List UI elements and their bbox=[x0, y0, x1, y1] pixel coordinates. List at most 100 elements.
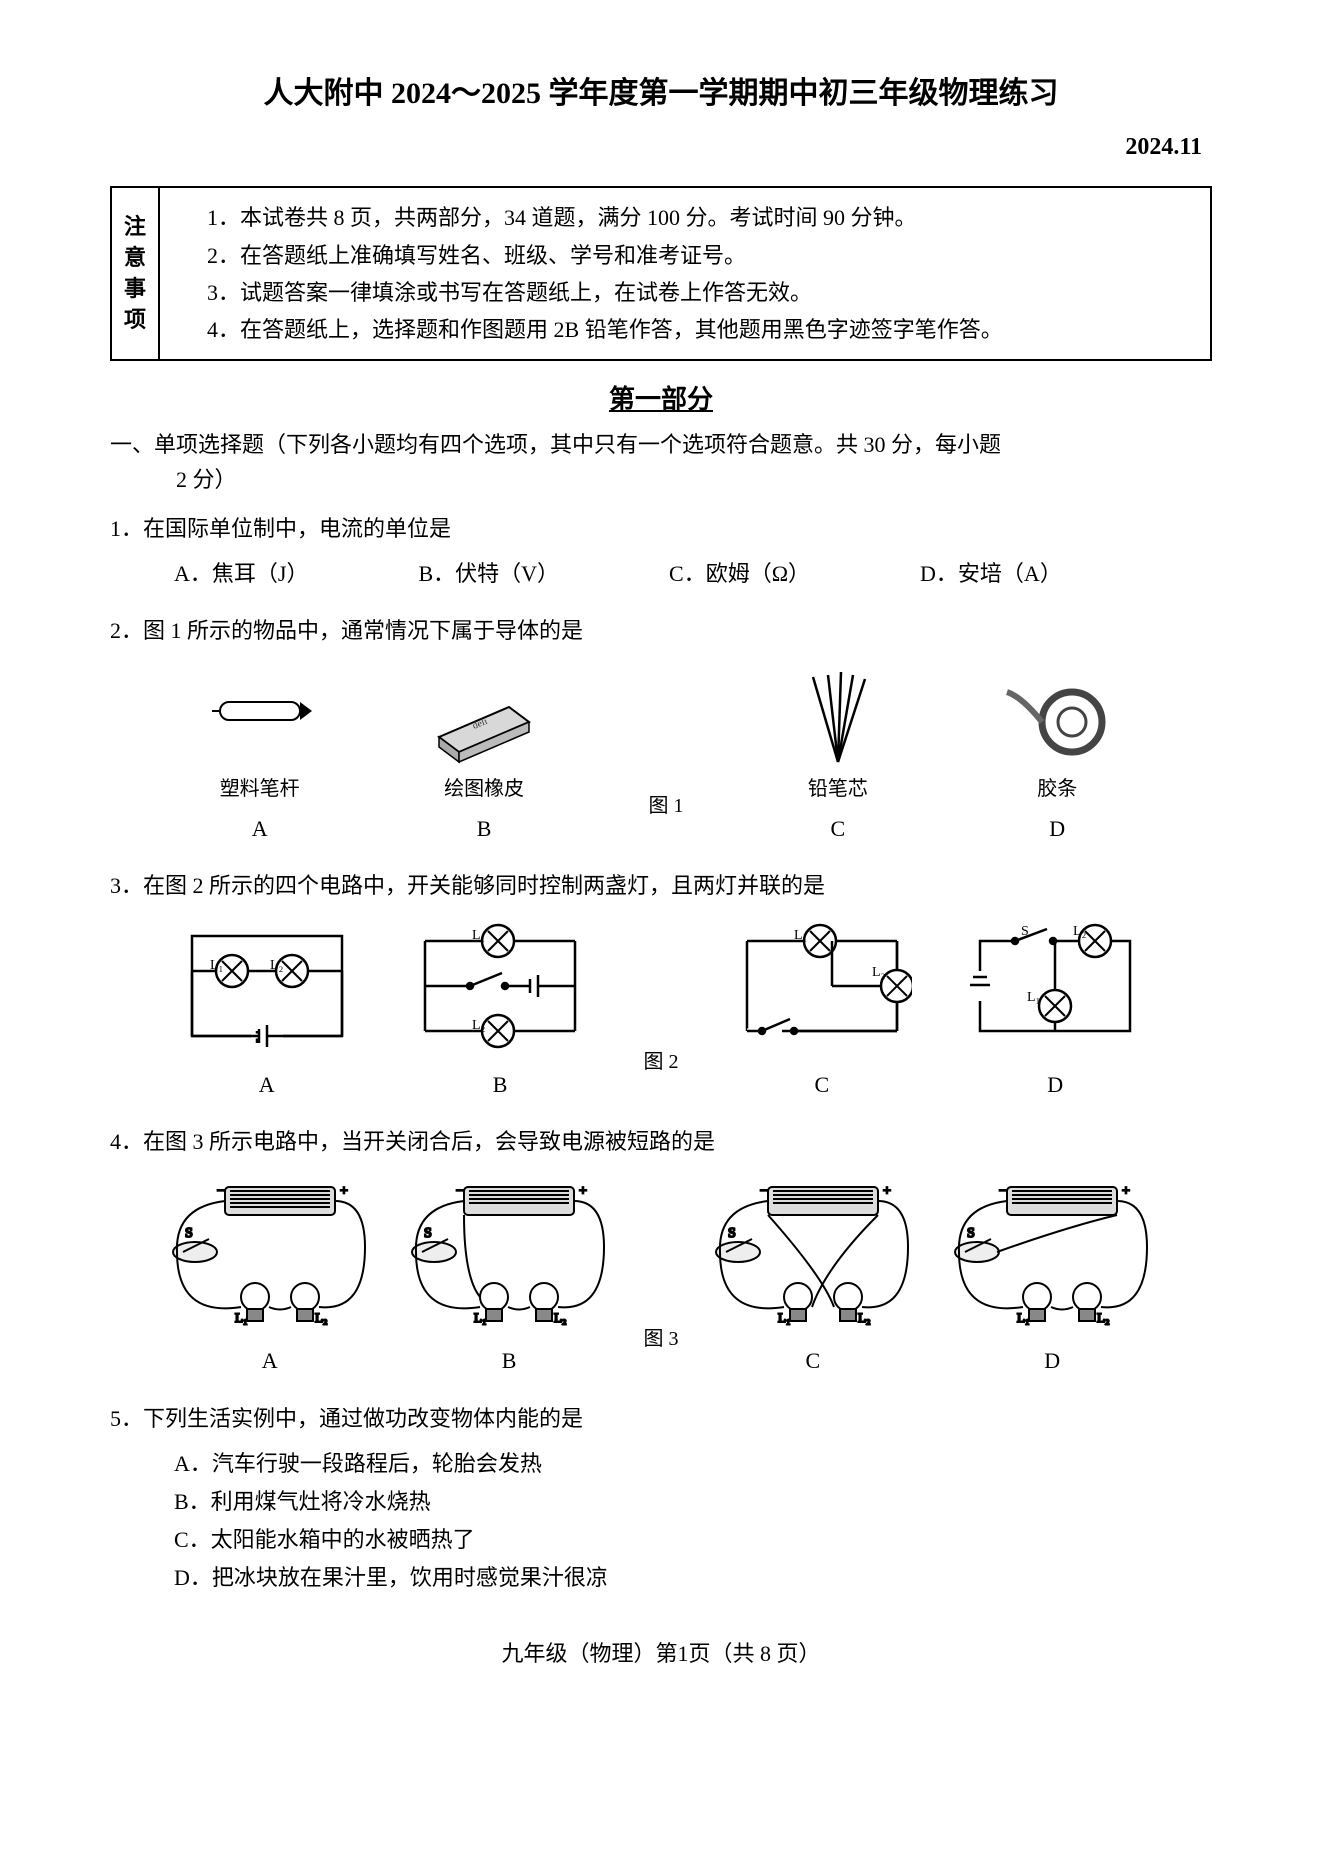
q3-figD: S L₂ L₁ D bbox=[965, 921, 1145, 1102]
svg-text:L₂: L₂ bbox=[1097, 1310, 1109, 1325]
notice-item: 3．试题答案一律填涂或书写在答题纸上，在试卷上作答无效。 bbox=[174, 275, 1003, 310]
svg-text:L₁: L₁ bbox=[1027, 990, 1040, 1005]
q4-figD: −+ S L₁ L₂ D bbox=[947, 1177, 1157, 1378]
svg-text:S: S bbox=[424, 1226, 432, 1241]
q3-figA: L₁ L₂ A bbox=[177, 921, 357, 1102]
q4-figures: − + S L₁ L₂ A bbox=[110, 1177, 1212, 1378]
q1-optC: C．欧姆（Ω） bbox=[669, 556, 810, 591]
page-title: 人大附中 2024～2025 学年度第一学期期中初三年级物理练习 bbox=[110, 70, 1212, 118]
q4-fignum: 图 3 bbox=[643, 1323, 678, 1355]
section-heading2: 2 分） bbox=[110, 462, 1212, 497]
realistic-circuit-D-icon: −+ S L₁ L₂ bbox=[947, 1177, 1157, 1337]
notice-char: 事 bbox=[124, 274, 146, 305]
svg-text:+: + bbox=[883, 1184, 891, 1199]
notice-box: 注 意 事 项 1．本试卷共 8 页，共两部分，34 道题，满分 100 分。考… bbox=[110, 186, 1212, 361]
q2-letB: B bbox=[477, 811, 492, 846]
circuit-D-icon: S L₂ L₁ bbox=[965, 921, 1145, 1061]
q3-letD: D bbox=[1047, 1067, 1063, 1102]
realistic-circuit-C-icon: −+ S L₁ L₂ bbox=[708, 1177, 918, 1337]
q2-fignum: 图 1 bbox=[648, 790, 683, 822]
pen-barrel-icon bbox=[200, 667, 320, 767]
exam-date: 2024.11 bbox=[110, 128, 1212, 166]
svg-text:−: − bbox=[999, 1184, 1007, 1199]
q3-figC: L₁ L₂ C bbox=[732, 921, 912, 1102]
q3-letA: A bbox=[259, 1067, 275, 1102]
q3-letC: C bbox=[815, 1067, 830, 1102]
q3-figB: L₁ L₂ B bbox=[410, 921, 590, 1102]
realistic-circuit-A-icon: −+ S L₁ L₂ bbox=[165, 1177, 375, 1337]
q5-optA: A．汽车行驶一段路程后，轮胎会发热 bbox=[174, 1446, 1212, 1481]
q5-optD: D．把冰块放在果汁里，饮用时感觉果汁很凉 bbox=[174, 1560, 1212, 1595]
q3-letB: B bbox=[493, 1067, 508, 1102]
q5-optB: B．利用煤气灶将冷水烧热 bbox=[174, 1484, 1212, 1519]
notice-item: 4．在答题纸上，选择题和作图题用 2B 铅笔作答，其他题用黑色字迹签字笔作答。 bbox=[174, 312, 1003, 347]
q1-stem: 1．在国际单位制中，电流的单位是 bbox=[110, 511, 1212, 546]
q4-stem: 4．在图 3 所示电路中，当开关闭合后，会导致电源被短路的是 bbox=[110, 1124, 1212, 1159]
svg-text:S: S bbox=[728, 1226, 736, 1241]
q4-figC: −+ S L₁ L₂ C bbox=[708, 1177, 918, 1378]
svg-text:L₁: L₁ bbox=[235, 1310, 247, 1325]
svg-text:L₂: L₂ bbox=[315, 1310, 327, 1325]
page-footer: 九年级（物理）第1页（共 8 页） bbox=[110, 1636, 1212, 1671]
notice-label: 注 意 事 项 bbox=[112, 188, 160, 359]
svg-text:+: + bbox=[340, 1184, 348, 1199]
q3-stem: 3．在图 2 所示的四个电路中，开关能够同时控制两盏灯，且两灯并联的是 bbox=[110, 868, 1212, 903]
q2-figB: deli 绘图橡皮 B bbox=[419, 667, 549, 846]
q2-letA: A bbox=[252, 811, 268, 846]
svg-text:L₁: L₁ bbox=[1017, 1310, 1029, 1325]
notice-char: 注 bbox=[124, 212, 146, 243]
q1-optB: B．伏特（V） bbox=[418, 556, 559, 591]
question-4: 4．在图 3 所示电路中，当开关闭合后，会导致电源被短路的是 − + S bbox=[110, 1124, 1212, 1378]
svg-text:−: − bbox=[760, 1184, 768, 1199]
q5-optC: C．太阳能水箱中的水被晒热了 bbox=[174, 1522, 1212, 1557]
svg-text:L₁: L₁ bbox=[474, 1310, 486, 1325]
q2-capA: 塑料笔杆 bbox=[220, 773, 300, 805]
svg-text:L₂: L₂ bbox=[1073, 924, 1087, 939]
q4-figB: − + S L₁ L₂ B bbox=[404, 1177, 614, 1378]
q4-figA: −+ S L₁ L₂ A bbox=[165, 1177, 375, 1378]
q4-letB: B bbox=[502, 1343, 517, 1378]
svg-text:S: S bbox=[967, 1226, 975, 1241]
svg-text:S: S bbox=[1021, 924, 1029, 939]
notice-char: 项 bbox=[124, 305, 146, 336]
pencil-lead-icon bbox=[783, 667, 893, 767]
section-label: 第一部分 bbox=[110, 379, 1212, 421]
q1-optD: D．安培（A） bbox=[920, 556, 1062, 591]
q4-letD: D bbox=[1044, 1343, 1060, 1378]
q3-figures: L₁ L₂ A bbox=[110, 921, 1212, 1102]
svg-text:L₂: L₂ bbox=[270, 958, 284, 973]
notice-items: 1．本试卷共 8 页，共两部分，34 道题，满分 100 分。考试时间 90 分… bbox=[160, 188, 1017, 359]
svg-text:−: − bbox=[456, 1184, 464, 1199]
realistic-circuit-B-icon: − + S L₁ L₂ bbox=[404, 1177, 614, 1337]
question-1: 1．在国际单位制中，电流的单位是 A．焦耳（J） B．伏特（V） C．欧姆（Ω）… bbox=[110, 511, 1212, 591]
svg-text:L₁: L₁ bbox=[210, 958, 223, 973]
svg-text:L₂: L₂ bbox=[554, 1310, 566, 1325]
q2-figC: 铅笔芯 C bbox=[783, 667, 893, 846]
q2-letD: D bbox=[1049, 811, 1065, 846]
svg-text:L₂: L₂ bbox=[858, 1310, 870, 1325]
q2-letC: C bbox=[831, 811, 846, 846]
svg-text:+: + bbox=[579, 1184, 587, 1199]
q2-capD: 胶条 bbox=[1037, 773, 1077, 805]
q2-figures: 塑料笔杆 A deli 绘图橡皮 B 图 1 铅笔芯 C bbox=[110, 667, 1212, 846]
q3-fignum: 图 2 bbox=[643, 1046, 678, 1078]
q2-capC: 铅笔芯 bbox=[808, 773, 868, 805]
circuit-C-icon: L₁ L₂ bbox=[732, 921, 912, 1061]
svg-text:L₁: L₁ bbox=[472, 928, 485, 943]
svg-text:S: S bbox=[185, 1226, 193, 1241]
q2-figA: 塑料笔杆 A bbox=[200, 667, 320, 846]
q1-options: A．焦耳（J） B．伏特（V） C．欧姆（Ω） D．安培（A） bbox=[110, 556, 1212, 591]
question-2: 2．图 1 所示的物品中，通常情况下属于导体的是 塑料笔杆 A deli 绘图橡… bbox=[110, 613, 1212, 845]
q2-figD: 胶条 D bbox=[992, 667, 1122, 846]
q2-capB: 绘图橡皮 bbox=[444, 773, 524, 805]
q5-stem: 5．下列生活实例中，通过做功改变物体内能的是 bbox=[110, 1401, 1212, 1436]
tape-icon bbox=[992, 667, 1122, 767]
section-heading: 一、单项选择题（下列各小题均有四个选项，其中只有一个选项符合题意。共 30 分，… bbox=[110, 427, 1212, 462]
notice-item: 1．本试卷共 8 页，共两部分，34 道题，满分 100 分。考试时间 90 分… bbox=[174, 200, 1003, 235]
q1-optA: A．焦耳（J） bbox=[174, 556, 308, 591]
notice-char: 意 bbox=[124, 243, 146, 274]
q4-letA: A bbox=[262, 1343, 278, 1378]
circuit-B-icon: L₁ L₂ bbox=[410, 921, 590, 1061]
svg-text:L₂: L₂ bbox=[472, 1018, 486, 1033]
eraser-icon: deli bbox=[419, 667, 549, 767]
